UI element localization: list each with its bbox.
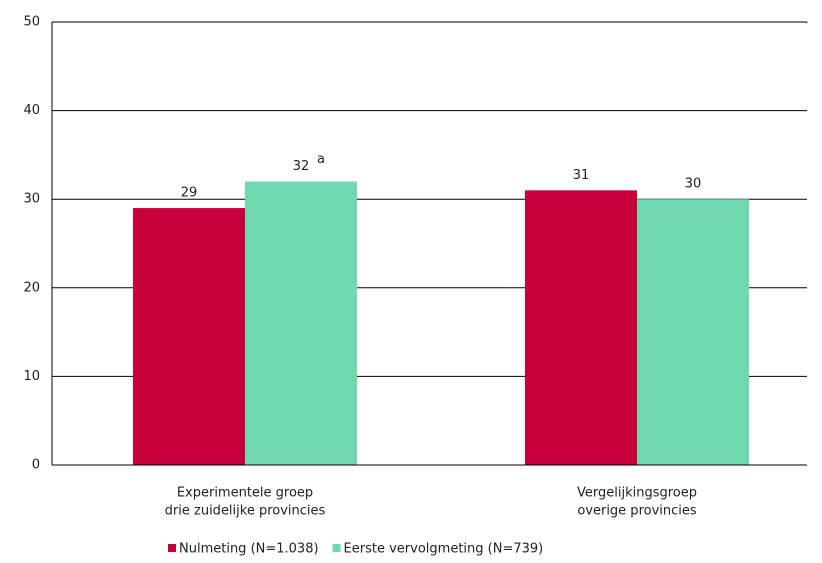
data-label: 30 <box>685 177 702 192</box>
legend-swatch <box>168 544 176 552</box>
legend-label: Eerste vervolgmeting (N=739) <box>344 542 544 557</box>
bar <box>525 190 637 465</box>
y-tick-label: 30 <box>23 192 40 207</box>
legend-swatch <box>332 544 341 552</box>
x-tick-label: drie zuidelijke provincies <box>165 504 326 519</box>
legend-label: Nulmeting (N=1.038) <box>179 542 319 557</box>
bar <box>637 199 749 465</box>
x-tick-label: Experimentele groep <box>177 486 313 501</box>
y-tick-label: 50 <box>23 15 40 30</box>
y-tick-label: 10 <box>23 369 40 384</box>
y-tick-label: 0 <box>32 458 40 473</box>
x-tick-label: Vergelijkingsgroep <box>577 486 697 501</box>
data-label: 31 <box>573 168 590 183</box>
bar <box>133 208 245 465</box>
y-tick-label: 20 <box>23 280 40 295</box>
bar <box>245 181 357 466</box>
data-label: 29 <box>181 186 198 201</box>
x-tick-label: overige provincies <box>577 504 697 519</box>
data-label: 32 <box>293 159 310 174</box>
y-tick-label: 40 <box>23 103 40 118</box>
annotation: a <box>317 152 325 167</box>
